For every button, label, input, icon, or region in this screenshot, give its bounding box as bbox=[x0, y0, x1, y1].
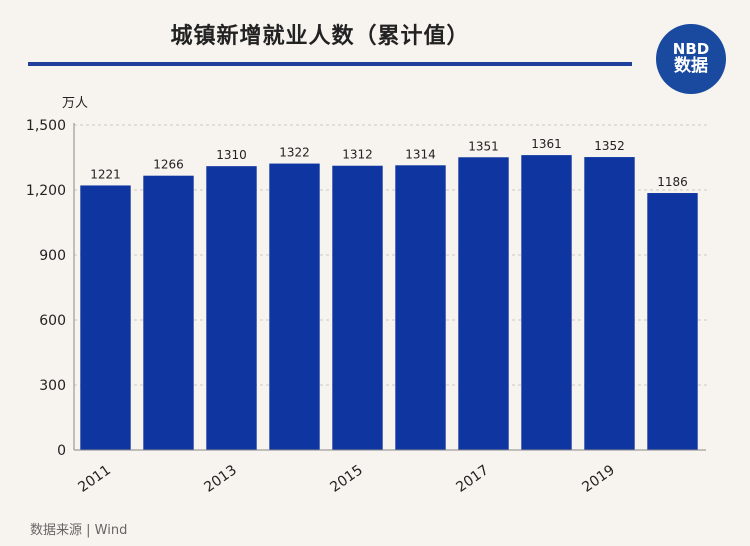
y-tick-label: 1,500 bbox=[26, 118, 66, 134]
y-axis-unit-label: 万人 bbox=[62, 96, 88, 111]
x-tick-label: 2011 bbox=[75, 462, 113, 496]
data-label: 1352 bbox=[594, 139, 625, 153]
bar bbox=[269, 163, 320, 451]
bar bbox=[395, 165, 446, 451]
x-tick-label: 2013 bbox=[201, 462, 239, 496]
y-tick-label: 0 bbox=[57, 443, 66, 459]
data-label: 1266 bbox=[153, 158, 184, 172]
chart-title: 城镇新增就业人数（累计值） bbox=[170, 24, 470, 49]
bar bbox=[647, 193, 698, 451]
data-label: 1221 bbox=[90, 167, 121, 181]
data-label: 1351 bbox=[468, 139, 499, 153]
title-underline bbox=[28, 62, 632, 66]
logo-text-top: NBD bbox=[672, 40, 710, 59]
nbd-logo: NBD 数据 bbox=[656, 24, 726, 94]
data-label: 1312 bbox=[342, 148, 373, 162]
y-tick-label: 600 bbox=[39, 313, 66, 329]
bar bbox=[206, 166, 257, 450]
data-label: 1361 bbox=[531, 137, 562, 151]
x-tick-label: 2015 bbox=[327, 462, 365, 496]
y-tick-label: 1,200 bbox=[26, 183, 66, 199]
bar bbox=[332, 165, 383, 450]
bar bbox=[521, 155, 572, 450]
bar bbox=[80, 185, 131, 450]
y-tick-label: 900 bbox=[39, 248, 66, 264]
data-label: 1310 bbox=[216, 148, 247, 162]
data-label: 1314 bbox=[405, 147, 436, 161]
bar bbox=[458, 157, 509, 451]
logo-text-bottom: 数据 bbox=[674, 55, 708, 76]
data-label: 1186 bbox=[657, 175, 688, 189]
data-label: 1322 bbox=[279, 146, 310, 160]
bar bbox=[584, 157, 635, 451]
x-tick-label: 2019 bbox=[579, 462, 617, 496]
data-source: 数据来源 | Wind bbox=[30, 523, 128, 538]
x-tick-label: 2017 bbox=[453, 462, 491, 496]
bar bbox=[143, 175, 194, 450]
y-tick-label: 300 bbox=[39, 378, 66, 394]
